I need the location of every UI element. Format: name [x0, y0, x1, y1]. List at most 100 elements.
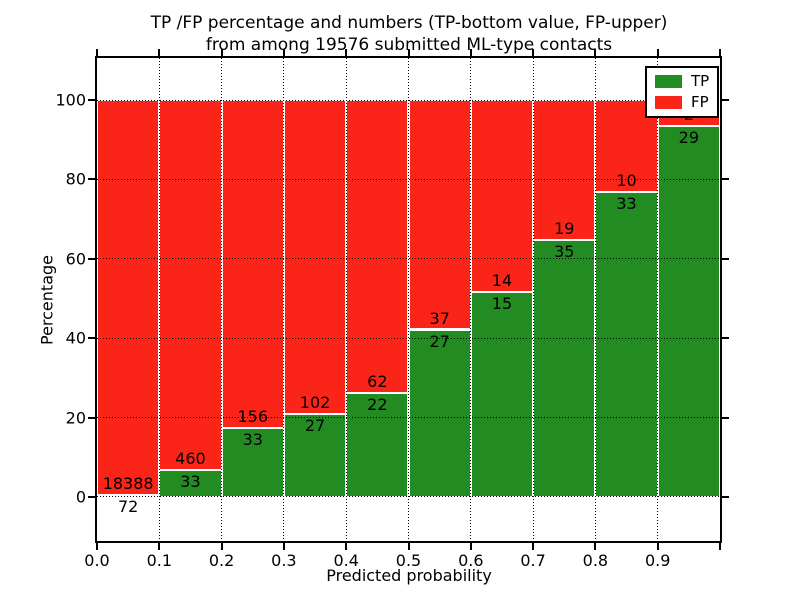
legend-label-tp: TP: [691, 72, 710, 90]
gridline-vertical: [408, 58, 409, 541]
bar-value-fp: 18388: [102, 474, 154, 494]
bar-value-tp: 33: [616, 194, 637, 214]
y-tick-right: [722, 495, 729, 498]
bar-value-fp: 14: [491, 270, 513, 290]
x-tick-label: 0.4: [333, 551, 359, 570]
x-tick-label: 0.8: [582, 551, 609, 570]
x-tick-top: [345, 49, 348, 56]
bar-segment-tp: [533, 239, 596, 497]
bar-segment-fp: [470, 100, 534, 292]
bar-value-tp: 29: [678, 127, 700, 147]
legend-swatch-fp: [655, 96, 682, 109]
y-tick-left: [88, 178, 95, 181]
x-tick-bottom: [158, 543, 161, 550]
bar-segment-tp: [595, 192, 658, 497]
gridline-horizontal: [97, 337, 720, 339]
x-tick-label: 0.1: [146, 551, 173, 570]
x-tick-bottom: [282, 543, 285, 550]
bar-segment-tp: [470, 291, 534, 497]
bar-value-tp: 22: [367, 395, 388, 414]
gridline-horizontal: [97, 178, 720, 180]
y-tick-label: 20: [65, 408, 86, 428]
legend: TP FP: [645, 66, 720, 118]
x-tick-bottom: [594, 543, 597, 550]
bar-value-tp: 27: [429, 331, 450, 351]
bar-segment-tp: [657, 125, 720, 497]
x-tick-top: [96, 49, 98, 56]
x-tick-label: 0.0: [84, 551, 110, 570]
gridline-vertical: [470, 58, 472, 541]
x-tick-top: [532, 49, 535, 56]
x-tick-label: 0.2: [208, 551, 235, 570]
y-tick-label: 60: [65, 249, 86, 269]
plot-area: 18388 72 460 33 156 33 102 27 62 22 37 27 14 15 19 35 10…: [97, 58, 720, 541]
x-tick-label: 0.6: [458, 551, 484, 570]
bar-segment-fp: [533, 100, 596, 240]
x-tick-top: [719, 49, 721, 56]
y-tick-label: 40: [65, 328, 86, 348]
y-tick-left: [88, 416, 95, 419]
x-tick-top: [282, 49, 285, 56]
bar-value-fp: 62: [367, 372, 388, 391]
bar-value-fp: 10: [616, 171, 637, 191]
y-tick-left: [88, 337, 95, 340]
bar-value-fp: 19: [554, 218, 575, 238]
gridline-vertical: [158, 58, 160, 541]
chart-title-line1: TP /FP percentage and numbers (TP-bottom…: [150, 13, 668, 33]
legend-item-fp: FP: [655, 95, 709, 110]
bar-segment-fp: [346, 100, 409, 393]
x-tick-top: [407, 49, 410, 56]
bar-segment-fp: [97, 100, 160, 496]
x-tick-top: [594, 49, 597, 56]
gridline-vertical: [283, 58, 285, 541]
bar-value-tp: 33: [180, 472, 201, 492]
y-tick-label: 0: [75, 487, 86, 507]
y-tick-left: [88, 257, 95, 260]
bar-segment-fp: [159, 100, 222, 471]
y-tick-left: [88, 99, 95, 102]
gridline-vertical: [345, 58, 347, 541]
x-tick-label: 0.9: [644, 551, 671, 570]
x-tick-bottom: [656, 543, 659, 550]
y-tick-right: [722, 257, 729, 260]
bar-segment-fp: [408, 100, 471, 330]
bar-value-tp: 35: [554, 241, 575, 261]
y-tick-right: [722, 178, 729, 181]
x-tick-bottom: [407, 543, 410, 550]
bar-value-fp: 460: [175, 449, 206, 469]
x-tick-label: 0.3: [271, 551, 297, 570]
bar-value-fp: 37: [429, 308, 450, 328]
x-tick-label: 0.7: [520, 551, 546, 570]
bar-segment-tp: [221, 427, 284, 497]
bar-value-fp: 156: [237, 406, 269, 426]
chart-title: TP /FP percentage and numbers (TP-bottom…: [9, 12, 800, 56]
y-tick-right: [722, 416, 729, 419]
gridline-horizontal: [97, 496, 720, 498]
legend-item-tp: TP: [655, 74, 709, 89]
bar-segment-tp: [408, 329, 471, 497]
bar-segment-tp: [97, 495, 160, 497]
y-tick-label: 100: [55, 90, 86, 110]
bar-value-tp: 33: [242, 429, 263, 449]
gridline-vertical: [532, 58, 534, 541]
bar-value-tp: 72: [117, 497, 139, 517]
x-tick-label: 0.5: [395, 551, 422, 570]
bar-value-tp: 15: [491, 293, 513, 313]
legend-label-fp: FP: [691, 93, 709, 111]
x-axis-label: Predicted probability: [326, 566, 492, 585]
x-tick-top: [158, 49, 161, 56]
gridline-vertical: [657, 58, 659, 541]
y-tick-left: [88, 495, 95, 498]
gridline-vertical: [594, 58, 596, 541]
bar-segment-fp: [283, 100, 347, 414]
x-tick-bottom: [469, 543, 472, 550]
bar-segment-fp: [221, 100, 284, 428]
gridline-horizontal: [97, 417, 720, 419]
x-tick-bottom: [220, 543, 223, 550]
gridline-horizontal: [97, 258, 720, 260]
gridline-horizontal: [97, 99, 720, 101]
gridline-vertical: [221, 58, 223, 541]
x-tick-bottom: [96, 543, 98, 550]
y-tick-right: [722, 337, 729, 340]
